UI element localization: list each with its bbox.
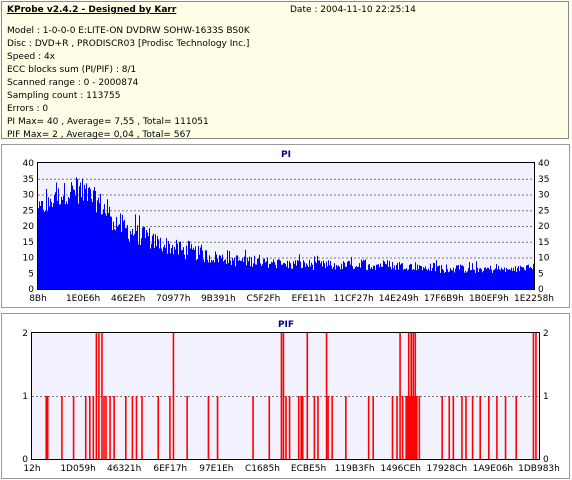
pif-x-tick-label: 1DB983h: [518, 464, 560, 474]
pi-y-tick-label-right: 15: [538, 238, 549, 248]
pif-x-tick-label: ECBE5h: [291, 464, 326, 474]
pi-x-tick-label: 14E249h: [379, 294, 419, 304]
pif-y-tick-label: 1: [22, 392, 28, 402]
info-disc: Disc : DVD+R , PRODISCR03 [Prodisc Techn…: [7, 39, 250, 49]
info-model: Model : 1-0-0-0 E:LITE-ON DVDRW SOHW-163…: [7, 26, 250, 36]
pif-x-labels: 12h 1D059h 46321h 6EF17h 97E1Eh C1685h ECBE5h 1…: [23, 464, 559, 474]
pi-x-tick-label: 1E0E6h: [66, 294, 100, 304]
info-scanned-range: Scanned range : 0 - 2000874: [7, 78, 139, 88]
pi-y-tick-label-right: 20: [538, 222, 550, 232]
pif-x-tick-label: 1D059h: [60, 464, 96, 474]
pif-x-tick-label: 97E1Eh: [199, 464, 233, 474]
pi-x-tick-label: 1E2258h: [514, 294, 554, 304]
pi-y-tick-label: 20: [23, 222, 35, 232]
pi-x-tick-label: 46E2Eh: [111, 294, 145, 304]
pi-y-tick-label-right: 35: [538, 175, 549, 185]
pif-x-tick-label: 6EF17h: [153, 464, 187, 474]
pif-x-tick-label: 1A9E06h: [473, 464, 513, 474]
pif-y-tick-label: 0: [22, 455, 28, 465]
pi-y-tick-label-right: 10: [538, 254, 550, 264]
pi-x-tick-label: 70977h: [156, 294, 190, 304]
pif-chart-title: PIF: [278, 320, 294, 330]
pi-x-tick-label: C5F2Fh: [247, 294, 281, 304]
info-pif-stats: PIF Max= 2 , Average= 0,04 , Total= 567: [7, 130, 192, 140]
pi-chart: PI 0 5 10 15 20 25 30 35 40 0 5 10 15 20 25 30 35 40 8Bh…: [1, 144, 570, 308]
pi-bars: [38, 177, 534, 289]
pi-y-labels-right: 0 5 10 15 20 25 30 35 40: [538, 159, 550, 295]
info-pi-stats: PI Max= 40 , Average= 7,55 , Total= 1110…: [7, 117, 209, 127]
pif-x-tick-label: 119B3Fh: [335, 464, 375, 474]
pif-bars: [45, 333, 537, 459]
pi-y-tick-label-right: 0: [538, 285, 544, 295]
pif-chart: PIF 0 1 2 0 1 2 12h 1D059h 46321h 6EF17h 97E1Eh C…: [1, 313, 570, 479]
pi-y-tick-label: 40: [23, 159, 35, 169]
pi-x-tick-label: EFE11h: [292, 294, 326, 304]
pif-y-tick-label-right: 0: [543, 455, 549, 465]
pif-y-tick-label: 2: [22, 329, 28, 339]
pif-x-tick-label: 46321h: [107, 464, 141, 474]
info-sampling-count: Sampling count : 113755: [7, 91, 121, 101]
pi-x-tick-label: 11CF27h: [334, 294, 374, 304]
scan-date: Date : 2004-11-10 22:25:14: [290, 5, 416, 15]
pif-x-tick-label: 12h: [23, 464, 40, 474]
pi-y-labels-left: 0 5 10 15 20 25 30 35 40: [23, 159, 35, 295]
pif-y-tick-label-right: 1: [543, 392, 549, 402]
info-panel: KProbe v2.4.2 - Designed by Karr Date : …: [1, 1, 569, 140]
pif-x-tick-label: 17928Ch: [427, 464, 468, 474]
info-errors: Errors : 0: [7, 104, 49, 114]
pi-y-tick-label-right: 5: [538, 269, 544, 279]
pif-x-tick-label: C1685h: [245, 464, 280, 474]
pi-y-tick-label: 10: [23, 254, 35, 264]
pi-y-tick-label-right: 25: [538, 206, 549, 216]
pi-x-tick-label: 17F6B9h: [424, 294, 464, 304]
app-title: KProbe v2.4.2 - Designed by Karr: [7, 5, 177, 15]
pi-y-tick-label: 5: [28, 269, 34, 279]
pif-y-tick-label-right: 2: [543, 329, 549, 339]
pif-y-labels-left: 0 1 2: [22, 329, 28, 465]
pi-y-tick-label: 15: [23, 238, 34, 248]
pi-y-tick-label-right: 40: [538, 159, 550, 169]
pi-x-labels: 8Bh 1E0E6h 46E2Eh 70977h 9B391h C5F2Fh EFE11h 1…: [29, 294, 554, 304]
info-speed: Speed : 4x: [7, 52, 56, 62]
pi-y-tick-label: 25: [23, 206, 34, 216]
pi-y-tick-label: 30: [23, 191, 35, 201]
pi-y-tick-label: 35: [23, 175, 34, 185]
info-ecc-blocks: ECC blocks sum (PI/PIF) : 8/1: [7, 65, 137, 75]
pi-x-tick-label: 1B0EF9h: [469, 294, 509, 304]
pif-y-labels-right: 0 1 2: [543, 329, 549, 465]
pif-x-tick-label: 1496CEh: [380, 464, 421, 474]
pi-y-tick-label: 0: [28, 285, 34, 295]
pi-chart-title: PI: [281, 150, 291, 160]
pi-x-tick-label: 9B391h: [201, 294, 236, 304]
pi-y-tick-label-right: 30: [538, 191, 550, 201]
pi-x-tick-label: 8Bh: [29, 294, 47, 304]
